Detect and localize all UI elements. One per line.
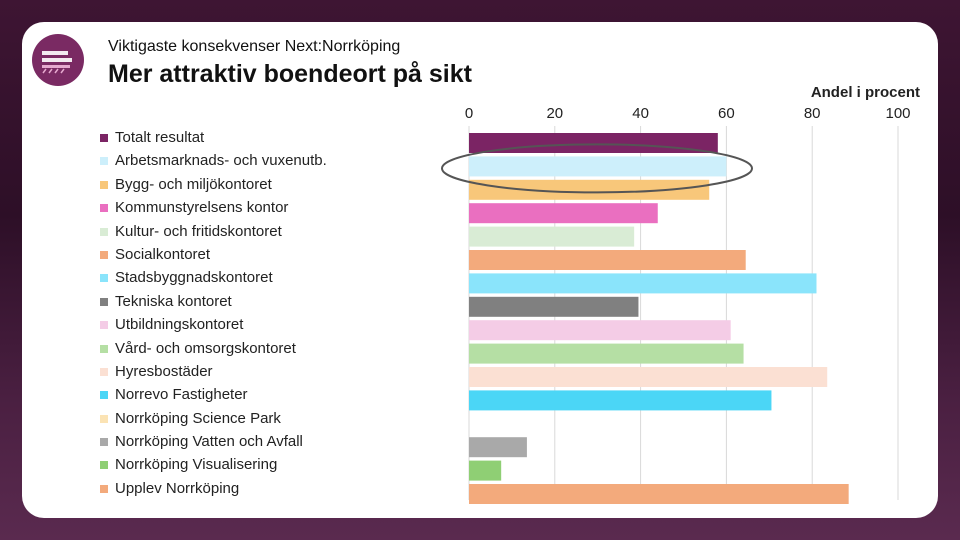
legend-label: Stadsbyggnadskontoret [115,269,273,287]
legend-swatch [100,227,108,236]
legend-item: Bygg- och miljökontoret [100,173,327,196]
legend-item: Norrköping Vatten och Avfall [100,430,327,453]
legend-item: Stadsbyggnadskontoret [100,266,327,289]
x-tick-label: 100 [885,105,910,122]
legend-label: Norrköping Visualisering [115,456,278,474]
bar [469,273,817,294]
x-tick-label: 60 [718,105,735,122]
legend-item: Vård- och omsorgskontoret [100,337,327,360]
bar [469,390,772,411]
slide-card: Viktigaste konsekvenser Next:Norrköping … [22,22,938,518]
x-axis-title: Andel i procent [810,84,920,101]
bar [469,343,744,364]
chart-legend: Totalt resultat Arbetsmarknads- och vuxen… [100,126,327,500]
legend-swatch [100,180,108,189]
legend-item: Hyresbostäder [100,360,327,383]
legend-label: Socialkontoret [115,245,211,263]
legend-label: Utbildningskontoret [115,316,244,334]
bar [469,179,710,200]
legend-label: Norrköping Vatten och Avfall [115,433,303,451]
legend-label: Upplev Norrköping [115,479,240,497]
legend-swatch [100,321,108,330]
slide-subtitle: Viktigaste konsekvenser Next:Norrköping [108,38,401,55]
bar [469,484,849,504]
legend-item: Socialkontoret [100,243,327,266]
legend-swatch [100,157,108,166]
legend-item: Upplev Norrköping [100,477,327,500]
legend-swatch [100,438,108,447]
legend-label: Bygg- och miljökontoret [115,175,272,193]
highlight-ellipse [441,143,753,194]
slide-title: Mer attraktiv boendeort på sikt [108,60,472,88]
legend-label: Vård- och omsorgskontoret [115,339,296,357]
legend-swatch [100,134,108,142]
legend-swatch [100,344,108,353]
logo-icon [32,34,84,86]
legend-item: Totalt resultat [100,126,327,149]
legend-swatch [100,204,108,213]
legend-label: Totalt resultat [115,129,205,146]
legend-item: Norrevo Fastigheter [100,383,327,406]
legend-label: Norrköping Science Park [115,409,281,427]
legend-item: Kommunstyrelsens kontor [100,196,327,219]
legend-swatch [100,484,108,493]
legend-label: Tekniska kontoret [115,292,232,310]
bar [469,203,658,224]
legend-label: Norrevo Fastigheter [115,386,248,404]
bar [469,156,727,177]
legend-item: Tekniska kontoret [100,290,327,313]
legend-swatch [100,391,108,400]
legend-item: Kultur- och fritidskontoret [100,220,327,243]
legend-swatch [100,367,108,376]
bar [469,320,731,341]
legend-item: Norrköping Visualisering [100,453,327,476]
legend-swatch [100,250,108,259]
bar [469,250,746,270]
bar [469,296,639,317]
legend-swatch [100,461,108,470]
bar [469,226,635,247]
legend-item: Utbildningskontoret [100,313,327,336]
bar-chart: 0 20 40 60 80 100 [441,105,911,504]
bar [469,367,828,387]
bar [469,133,718,153]
bar [469,437,527,458]
x-tick-label: 80 [804,105,821,122]
legend-item: Norrköping Science Park [100,407,327,430]
legend-label: Hyresbostäder [115,362,213,380]
legend-item: Arbetsmarknads- och vuxenutb. [100,149,327,172]
legend-swatch [100,274,108,283]
legend-swatch [100,414,108,423]
x-tick-label: 0 [465,105,473,122]
legend-label: Kultur- och fritidskontoret [115,222,282,240]
legend-label: Kommunstyrelsens kontor [115,199,289,217]
legend-label: Arbetsmarknads- och vuxenutb. [115,152,327,170]
x-tick-label: 40 [632,105,649,122]
bar [469,460,502,481]
legend-swatch [100,297,108,306]
x-tick-label: 20 [546,105,563,122]
